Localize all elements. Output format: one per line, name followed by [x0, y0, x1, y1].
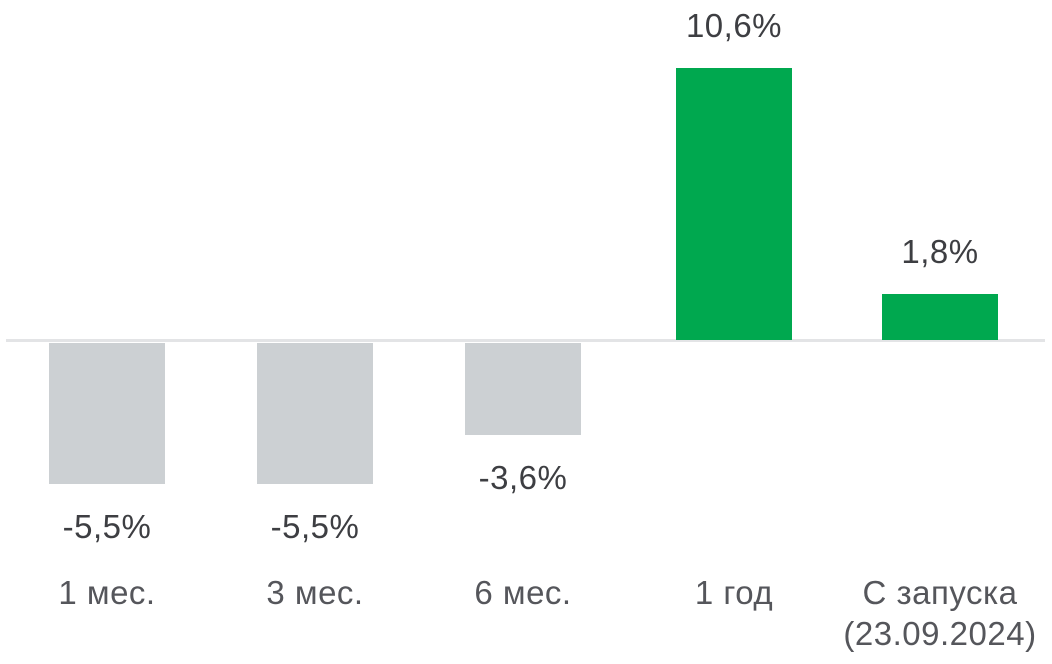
category-label: С запуска (23.09.2024) — [826, 572, 1052, 654]
category-label: 1 мес. — [0, 572, 221, 613]
bar — [257, 343, 373, 484]
bar — [465, 343, 581, 435]
category-label-text: 1 мес. — [58, 574, 156, 611]
bar-value-label: 1,8% — [901, 233, 979, 270]
bar-value-label: 10,6% — [685, 7, 783, 44]
bar-group-1m: -5,5% 1 мес. — [3, 0, 211, 664]
category-label: 3 мес. — [201, 572, 429, 613]
bar — [882, 294, 998, 340]
bar-group-since-launch: 1,8% С запуска (23.09.2024) — [836, 0, 1044, 664]
category-label-text: 6 мес. — [474, 574, 572, 611]
bar-value-label: -5,5% — [270, 508, 360, 545]
category-label: 1 год — [620, 572, 848, 613]
zero-baseline — [6, 339, 1045, 342]
category-label: 6 мес. — [409, 572, 637, 613]
category-label-subtext: (23.09.2024) — [843, 615, 1037, 652]
bar-group-1y: 10,6% 1 год — [630, 0, 838, 664]
bar-value-label: -3,6% — [478, 459, 568, 496]
category-label-text: С запуска — [862, 574, 1018, 611]
bar-group-6m: -3,6% 6 мес. — [419, 0, 627, 664]
bar-group-3m: -5,5% 3 мес. — [211, 0, 419, 664]
category-label-text: 3 мес. — [266, 574, 364, 611]
category-label-text: 1 год — [694, 574, 774, 611]
bar — [49, 343, 165, 484]
bar-value-label: -5,5% — [62, 508, 152, 545]
bar — [676, 68, 792, 340]
